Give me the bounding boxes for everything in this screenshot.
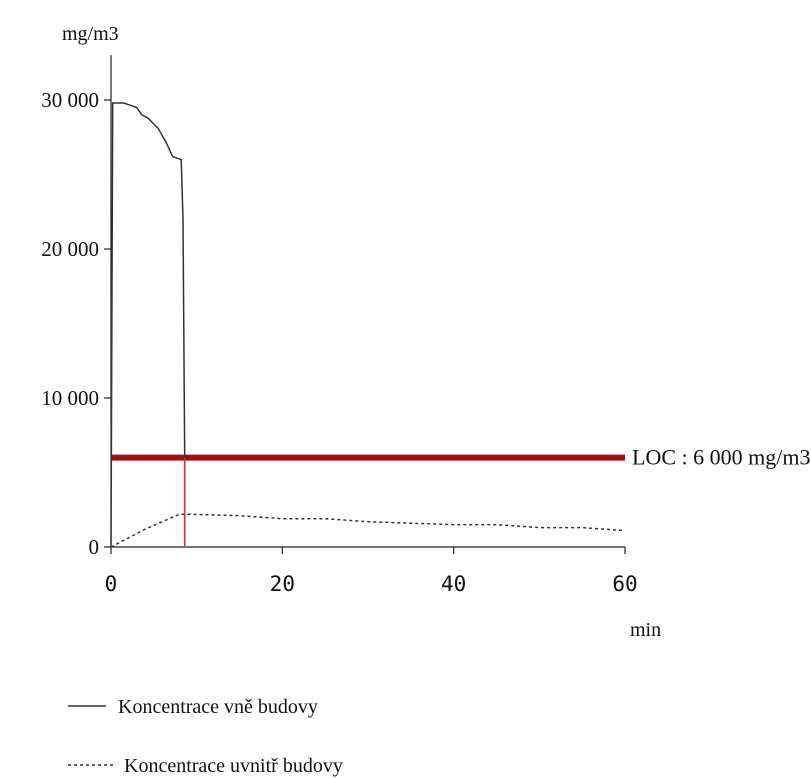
- y-tick-label: 30 000: [41, 88, 99, 112]
- legend: Koncentrace vně budovy Koncentrace uvnit…: [68, 696, 343, 777]
- x-tick-label: 20: [270, 572, 295, 596]
- y-tick-label: 10 000: [41, 386, 99, 410]
- series-line-outside: [110, 102, 186, 548]
- x-tick-label: 0: [105, 572, 118, 596]
- series-line-inside: [110, 513, 626, 548]
- legend-label-inside: Koncentrace uvnitř budovy: [124, 755, 343, 777]
- x-tick-label: 60: [612, 572, 637, 596]
- y-tick-label: 20 000: [41, 237, 99, 261]
- legend-label-outside: Koncentrace vně budovy: [118, 696, 318, 718]
- y-tick-label: 0: [89, 535, 100, 559]
- x-tick-label: 40: [441, 572, 466, 596]
- loc-reference-label: LOC : 6 000 mg/m3: [632, 445, 810, 470]
- y-axis-label: mg/m3: [62, 23, 119, 45]
- x-axis-label: min: [630, 619, 661, 641]
